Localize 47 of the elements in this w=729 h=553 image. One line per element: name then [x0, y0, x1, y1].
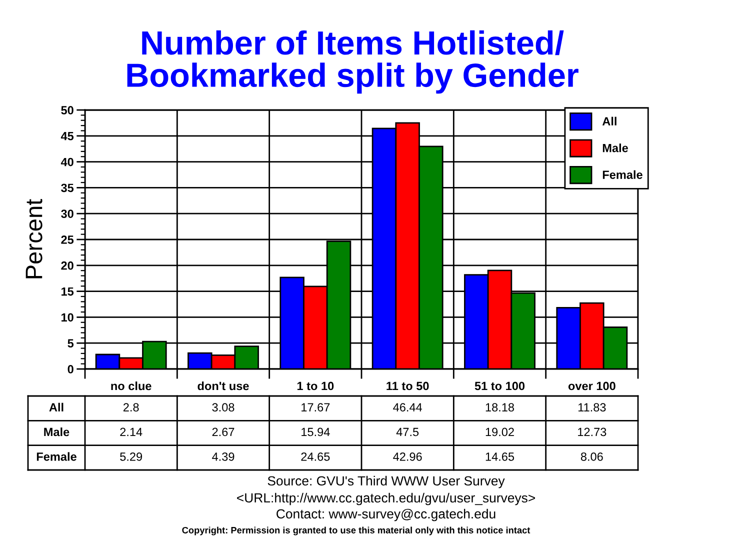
data-label: 19.02 — [486, 428, 514, 436]
text: Contact: www-survey@cc.gatech.edu — [276, 508, 496, 522]
data-label: 17.67 — [302, 403, 330, 412]
y-tick-label: 40 — [60, 158, 74, 166]
data-label: 3.08 — [212, 403, 234, 412]
data-label: 11.83 — [578, 403, 606, 412]
data-label: 8.06 — [580, 452, 603, 461]
data-label: 15.94 — [302, 428, 330, 436]
text: All — [49, 402, 64, 412]
data-label: 2.67 — [212, 428, 234, 436]
data-label: 5.29 — [120, 452, 142, 461]
x-tick-label: 1 to 10 — [297, 382, 334, 390]
legend-label: All — [602, 116, 616, 126]
x-tick-label: over 100 — [568, 382, 616, 390]
data-label: 12.73 — [578, 428, 606, 436]
data-label: 46.44 — [393, 403, 422, 412]
x-tick-label: 11 to 50 — [386, 382, 429, 390]
source-note: Source: GVU's Third WWW User Survey — [268, 476, 505, 488]
data-label: 42.96 — [393, 452, 422, 461]
data-label: 18.18 — [486, 403, 514, 412]
y-tick-label: 35 — [61, 184, 74, 192]
y-tick-label: 20 — [61, 261, 74, 270]
chart-title: Number of Items Hotlisted/ Bookmarked split by Gender — [127, 30, 578, 94]
y-tick-label: 15 — [62, 287, 74, 296]
y-tick-label: 30 — [61, 210, 74, 218]
text: Female — [36, 452, 76, 461]
y-tick-label: 0 — [68, 365, 74, 374]
y-tick-label: 25 — [61, 236, 74, 244]
y-tick-label: 45 — [60, 132, 74, 140]
y-tick-label: 10 — [62, 313, 74, 322]
legend-label: Female — [602, 170, 642, 179]
data-label: 24.65 — [301, 452, 330, 461]
x-tick-label: don't use — [198, 382, 249, 390]
data-label: 47.5 — [396, 428, 419, 436]
y-tick-label: 50 — [61, 106, 74, 114]
data-label: 4.39 — [212, 452, 234, 461]
x-tick-label: 51 to 100 — [474, 382, 525, 390]
x-tick-label: no clue — [111, 382, 152, 390]
text: Copyright: Permission is granted to use this material only with this notice intact — [182, 526, 530, 536]
data-label: 2.8 — [123, 403, 139, 412]
text: <URL:http://www.cc.gatech.edu/gvu/user_surveys> — [237, 492, 535, 506]
data-label: 2.14 — [120, 428, 142, 436]
data-label: 14.65 — [486, 452, 514, 461]
text: Male — [44, 427, 70, 436]
y-tick-label: 5 — [68, 339, 74, 348]
y-axis-title: Percent — [26, 198, 42, 278]
legend-label: Male — [602, 144, 628, 152]
